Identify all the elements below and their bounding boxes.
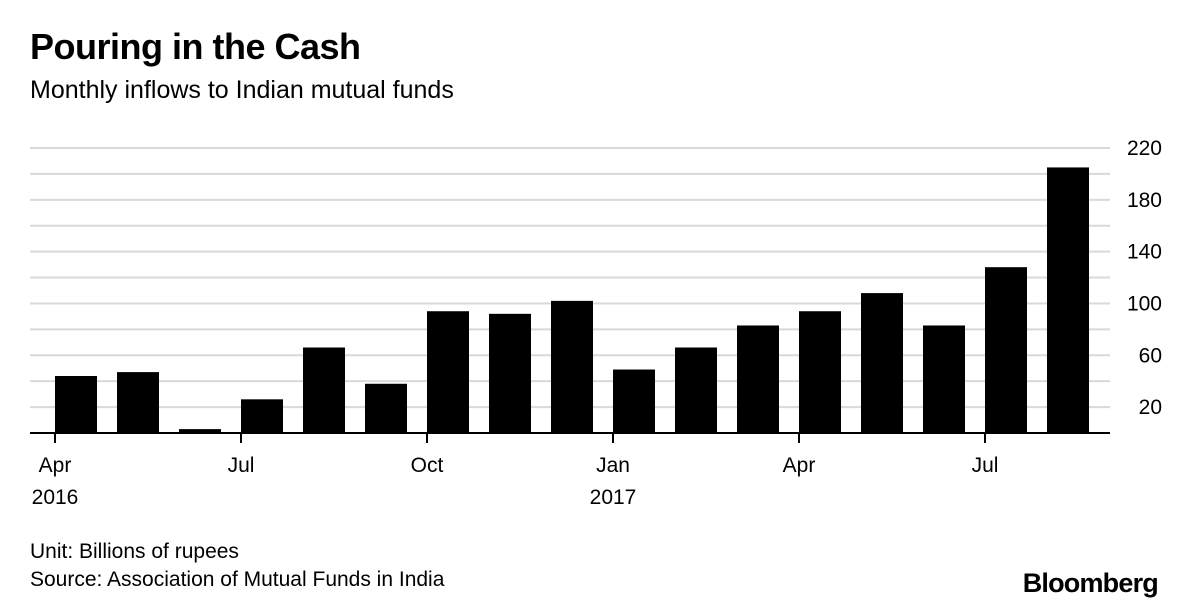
bar-may-2016 xyxy=(117,372,159,433)
bar-jun-2016 xyxy=(179,429,221,433)
bar-feb-2017 xyxy=(675,347,717,433)
y-tick-label: 60 xyxy=(1139,344,1162,367)
unit-note: Unit: Billions of rupees xyxy=(30,540,239,563)
x-tick-label: Apr xyxy=(783,454,816,477)
bars xyxy=(55,167,1089,433)
x-tick-label: Jan xyxy=(596,454,630,477)
bar-jun-2017 xyxy=(923,325,965,433)
bar-mar-2017 xyxy=(737,325,779,433)
x-year-label: 2017 xyxy=(590,486,637,509)
bar-aug-2017 xyxy=(1047,167,1089,433)
bar-sep-2016 xyxy=(365,383,407,433)
chart-title: Pouring in the Cash xyxy=(30,26,361,67)
bar-dec-2016 xyxy=(551,300,593,433)
bar-jul-2016 xyxy=(241,399,283,433)
bar-jul-2017 xyxy=(985,267,1027,433)
bloomberg-logo: Bloomberg xyxy=(1022,568,1159,598)
chart-subtitle: Monthly inflows to Indian mutual funds xyxy=(30,76,454,104)
bar-nov-2016 xyxy=(489,313,531,433)
x-tick-label: Oct xyxy=(411,454,444,477)
y-tick-label: 180 xyxy=(1127,189,1162,212)
y-tick-label: 220 xyxy=(1127,137,1162,160)
y-tick-label: 20 xyxy=(1139,396,1162,419)
bar-apr-2017 xyxy=(799,311,841,433)
x-axis-ticks: Apr 2016 Jul Oct Jan 2017 Apr Jul xyxy=(32,433,999,509)
y-tick-label: 140 xyxy=(1127,241,1162,264)
x-tick-label: Apr xyxy=(39,454,72,477)
y-axis-ticks: 20 60 100 140 180 220 xyxy=(1127,137,1162,419)
source-note: Source: Association of Mutual Funds in I… xyxy=(30,568,445,591)
x-tick-label: Jul xyxy=(972,454,999,477)
bar-apr-2016 xyxy=(55,376,97,433)
y-tick-label: 100 xyxy=(1127,292,1162,315)
bar-aug-2016 xyxy=(303,347,345,433)
bar-jan-2017 xyxy=(613,369,655,433)
x-year-label: 2016 xyxy=(32,486,79,509)
x-tick-label: Jul xyxy=(228,454,255,477)
bar-oct-2016 xyxy=(427,311,469,433)
bar-may-2017 xyxy=(861,293,903,433)
